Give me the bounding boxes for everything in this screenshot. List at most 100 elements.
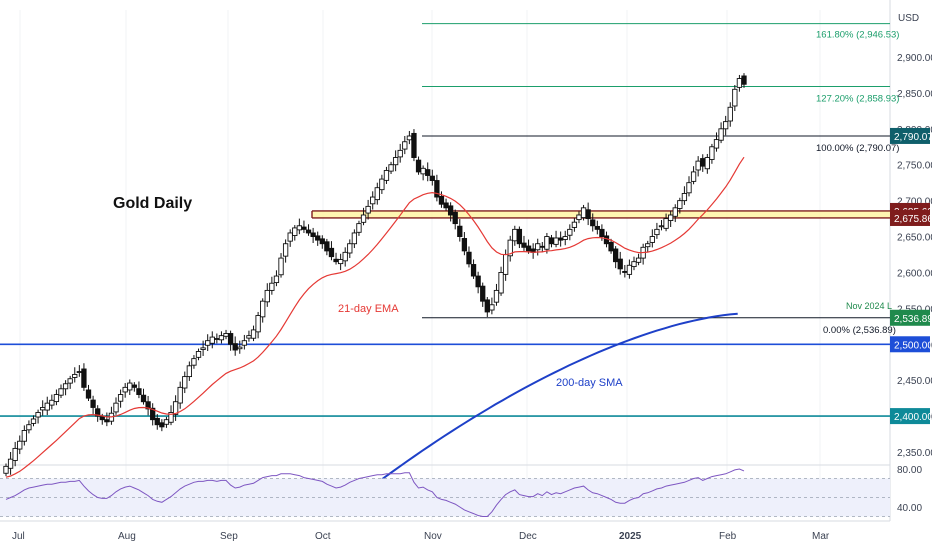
candle-body bbox=[379, 178, 385, 191]
candle-body bbox=[292, 227, 298, 236]
candle-body bbox=[223, 333, 229, 337]
candle-body bbox=[26, 424, 32, 431]
candle-body bbox=[567, 228, 573, 236]
candle-body bbox=[741, 75, 747, 85]
candle-body bbox=[328, 247, 335, 258]
candle-body bbox=[443, 202, 449, 209]
candle-body bbox=[686, 182, 692, 194]
candle-body bbox=[35, 412, 41, 418]
price-level-tag bbox=[890, 209, 930, 226]
candle-body bbox=[58, 388, 64, 396]
candle-body bbox=[163, 419, 170, 425]
candle-body bbox=[154, 417, 160, 426]
candle-body bbox=[516, 228, 523, 245]
candle-body bbox=[324, 241, 330, 252]
candle-body bbox=[122, 386, 128, 393]
candle-body bbox=[654, 228, 660, 236]
candle-body bbox=[447, 205, 454, 216]
candle-body bbox=[457, 225, 463, 237]
sma-label: 200-day SMA bbox=[556, 377, 623, 389]
candle-body bbox=[411, 132, 417, 158]
candle-body bbox=[635, 257, 642, 263]
candle-body bbox=[668, 214, 674, 221]
candle-body bbox=[599, 228, 605, 237]
candle-body bbox=[250, 329, 257, 339]
candle-body bbox=[172, 401, 179, 415]
time-tick-label: Dec bbox=[519, 531, 537, 542]
candle-body bbox=[544, 236, 550, 250]
candle-body bbox=[585, 209, 591, 220]
candle-body bbox=[227, 333, 234, 345]
candle-body bbox=[337, 259, 344, 265]
price-tick-label: 2,650.00 bbox=[897, 233, 932, 244]
candle-body bbox=[663, 218, 669, 229]
candle-body bbox=[489, 304, 495, 311]
time-tick-label: Jul bbox=[12, 531, 25, 542]
price-level-tag-label: 2,675.86 bbox=[894, 214, 932, 225]
candle-body bbox=[310, 232, 316, 237]
sma-200-line bbox=[377, 312, 738, 484]
candle-body bbox=[237, 346, 243, 350]
candle-body bbox=[255, 315, 261, 333]
time-tick-label: Feb bbox=[719, 531, 737, 542]
time-tick-label: Aug bbox=[118, 531, 136, 542]
candle-body bbox=[360, 214, 367, 223]
candle-body bbox=[521, 242, 527, 248]
candle-body bbox=[140, 394, 147, 403]
price-level-tag-label: 2,500.00 bbox=[894, 340, 932, 351]
candle-body bbox=[461, 238, 468, 252]
candle-body bbox=[704, 157, 710, 170]
candle-body bbox=[649, 236, 655, 243]
candle-body bbox=[690, 171, 697, 182]
candle-body bbox=[95, 408, 101, 417]
rsi-line bbox=[5, 468, 745, 517]
price-tick-label: 2,350.00 bbox=[897, 448, 932, 459]
candle-body bbox=[484, 299, 490, 313]
ema-21-line bbox=[5, 156, 745, 478]
candle-body bbox=[76, 371, 82, 374]
price-tick-label: 2,600.00 bbox=[897, 268, 932, 279]
candle-body bbox=[415, 159, 422, 173]
candle-body bbox=[425, 169, 431, 176]
candle-body bbox=[727, 106, 733, 122]
candle-body bbox=[287, 232, 293, 242]
candle-body bbox=[90, 399, 96, 408]
candle-body bbox=[672, 207, 678, 217]
candle-body bbox=[3, 465, 9, 474]
candle-body bbox=[429, 175, 435, 181]
candle-body bbox=[709, 146, 715, 160]
candle-body bbox=[200, 347, 206, 350]
candle-body bbox=[370, 196, 376, 205]
candle-body bbox=[209, 336, 215, 344]
price-tick-label: 2,700.00 bbox=[897, 197, 932, 208]
candle-body bbox=[246, 335, 252, 339]
price-level-tag bbox=[890, 127, 930, 144]
candle-body bbox=[99, 416, 105, 421]
candle-body bbox=[388, 164, 394, 172]
candle-body bbox=[452, 211, 458, 225]
candle-body bbox=[191, 358, 197, 366]
time-tick-label: Nov bbox=[424, 531, 442, 542]
candle-body bbox=[62, 383, 69, 390]
candle-body bbox=[356, 223, 362, 233]
candle-body bbox=[159, 422, 165, 428]
price-level-tag bbox=[890, 309, 930, 326]
candle-body bbox=[590, 219, 596, 227]
candle-body bbox=[539, 245, 545, 248]
candle-body bbox=[677, 200, 683, 209]
time-tick-label: Oct bbox=[315, 531, 331, 542]
candle-body bbox=[351, 232, 358, 245]
candle-body bbox=[466, 251, 472, 265]
candle-body bbox=[177, 386, 183, 404]
candle-body bbox=[315, 235, 321, 241]
candle-body bbox=[182, 376, 188, 389]
candle-body bbox=[470, 264, 477, 277]
price-tick-label: 2,900.00 bbox=[897, 53, 932, 64]
candle-body bbox=[241, 340, 248, 346]
price-level-tag bbox=[890, 336, 930, 353]
candle-body bbox=[736, 78, 743, 88]
candle-body bbox=[342, 251, 348, 262]
candle-body bbox=[269, 282, 275, 291]
candle-body bbox=[681, 193, 688, 202]
